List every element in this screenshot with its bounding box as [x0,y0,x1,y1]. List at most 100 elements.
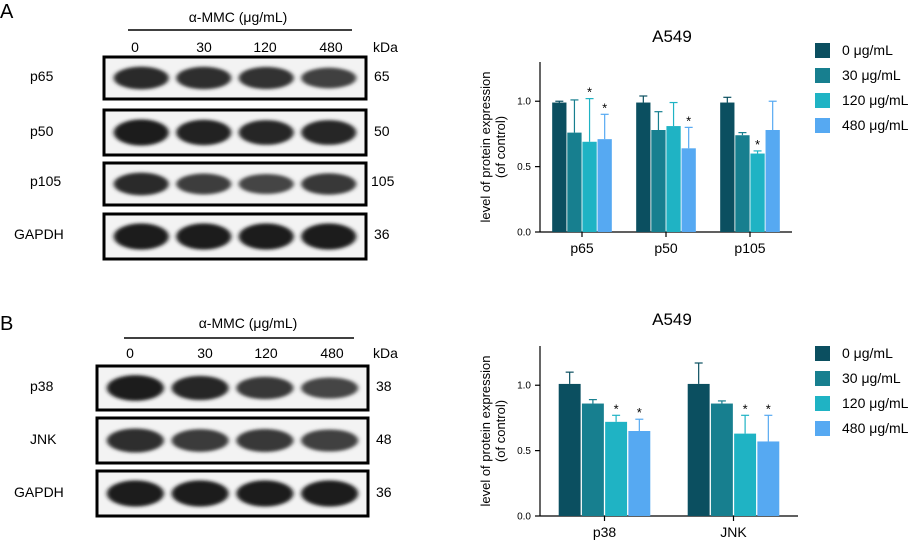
significance-marker: * [766,401,771,416]
blot-band [113,172,169,196]
legend-swatch [815,68,830,83]
legend-swatch [815,421,830,436]
x-tick-label: p50 [654,240,678,256]
blot-band [176,223,232,250]
bar [636,102,651,233]
bar [765,130,780,232]
significance-marker: * [614,401,619,416]
y-tick-label: 0.5 [517,162,531,173]
bar [720,102,735,233]
y-tick-label: 1.0 [517,381,531,392]
significance-marker: * [637,405,642,420]
x-tick-label: p65 [570,240,594,256]
blot-kda-value: 48 [376,431,392,447]
blot-b-kda-label: kDa [373,345,398,361]
blot-band [113,66,169,90]
legend-entry: 480 μg/mL [842,117,909,133]
blot-band [238,173,294,195]
blot-a-row-p65: p65 65 [30,55,390,101]
significance-marker: * [587,85,592,100]
legend-swatch [815,43,830,58]
blot-kda-value: 105 [371,173,395,189]
blot-band [171,375,229,401]
panel-letter-a: A [0,1,14,23]
blot-b-dose-2: 120 [254,345,278,361]
blot-protein-label: GAPDH [14,226,64,242]
blot-band [301,67,357,89]
x-tick-label: p38 [593,524,617,540]
bar [710,403,733,516]
blot-a-row-p50: p50 50 [30,108,390,157]
blot-a-dose-0: 0 [131,39,139,55]
panel-letter-b: B [0,313,13,335]
y-axis-label-line2: (of control) [493,400,508,462]
bar [567,132,582,232]
blot-band [238,223,294,250]
bar [628,431,651,516]
blot-band [236,429,294,452]
bar [581,403,604,516]
blot-band [301,173,357,195]
y-axis-label-line1: level of protein expression [478,355,493,506]
y-axis-label-line1: level of protein expression [478,71,493,222]
bar [750,153,765,232]
blot-a-dose-1: 30 [196,39,212,55]
blot-band [238,120,294,145]
bar [552,102,567,233]
y-axis-label-line2: (of control) [493,116,508,178]
blot-protein-label: JNK [30,431,57,447]
blot-a-treatment-label: α-MMC (μg/mL) [189,9,288,25]
blot-b-dose-0: 0 [126,345,134,361]
blot-kda-value: 50 [374,123,390,139]
blot-kda-value: 36 [374,226,390,242]
bar [558,383,581,516]
legend-swatch [815,93,830,108]
blot-band [176,119,232,146]
blot-band [236,480,294,507]
significance-marker: * [686,113,691,128]
bar [651,130,666,232]
blot-protein-label: p38 [30,378,54,394]
bar [757,441,780,516]
y-tick-label: 0.5 [517,446,531,457]
bar [582,141,597,232]
bar [735,135,750,232]
bar [605,421,628,516]
significance-marker: * [755,137,760,152]
bar [681,148,696,232]
bar [734,433,757,516]
blot-a-dose-2: 120 [253,39,277,55]
blot-band [176,66,232,90]
x-tick-label: p105 [734,240,765,256]
legend-entry: 120 μg/mL [842,92,909,108]
blot-b-row-p38: p38 38 [30,364,392,412]
y-tick-label: 0.0 [517,512,531,523]
blot-protein-label: GAPDH [14,484,64,500]
blot-b-row-gapdh: GAPDH 36 [14,469,392,518]
legend-entry: 120 μg/mL [842,395,909,411]
legend-swatch [815,396,830,411]
significance-marker: * [743,401,748,416]
blot-kda-value: 65 [374,68,390,84]
legend-swatch [815,118,830,133]
legend-entry: 0 μg/mL [842,42,893,58]
blot-band [171,480,229,507]
x-tick-label: JNK [720,524,747,540]
blot-kda-value: 38 [376,378,392,394]
blot-band [113,119,169,146]
blot-a-row-gapdh: GAPDH 36 [14,212,390,261]
blot-b-dose-1: 30 [197,345,213,361]
chart-title: A549 [652,310,692,329]
chart-title: A549 [652,27,692,46]
blot-band [106,375,164,401]
blot-band [171,429,229,452]
blot-b-treatment-label: α-MMC (μg/mL) [199,315,298,331]
blot-band [236,376,294,400]
blot-band [176,173,232,195]
chart-a: A549 level of protein expression (of con… [478,27,909,256]
blot-band [301,480,359,507]
chart-b: A549 level of protein expression (of con… [478,310,909,540]
legend-entry: 30 μg/mL [842,67,901,83]
blot-b-dose-3: 480 [320,345,344,361]
